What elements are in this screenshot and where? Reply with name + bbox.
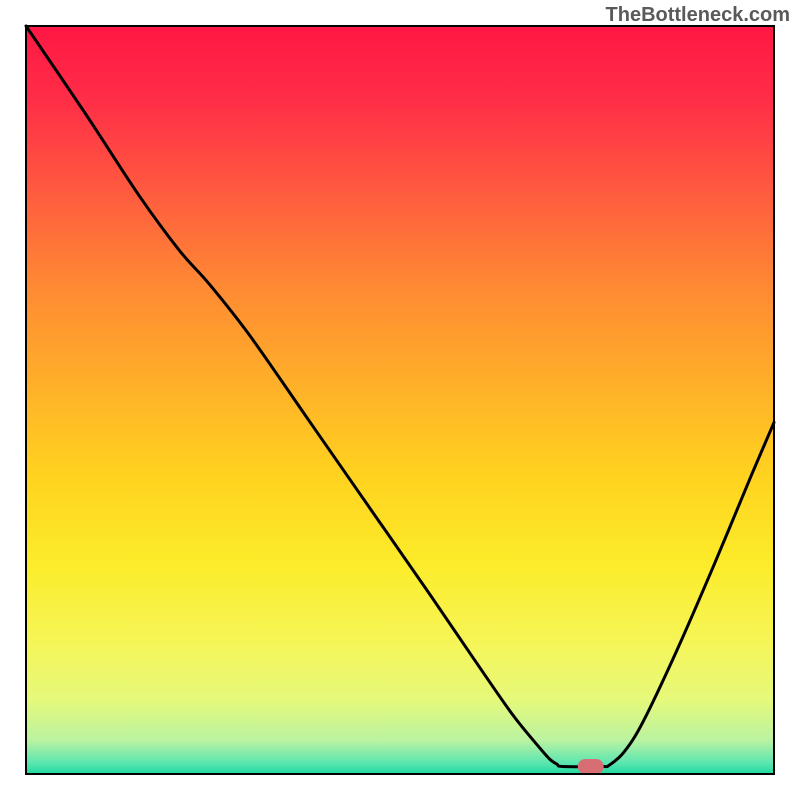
watermark-text: TheBottleneck.com (606, 4, 790, 27)
plot-background (26, 26, 774, 774)
chart-container: TheBottleneck.com (0, 0, 800, 800)
minimum-marker (578, 759, 604, 774)
chart-svg (0, 0, 800, 800)
